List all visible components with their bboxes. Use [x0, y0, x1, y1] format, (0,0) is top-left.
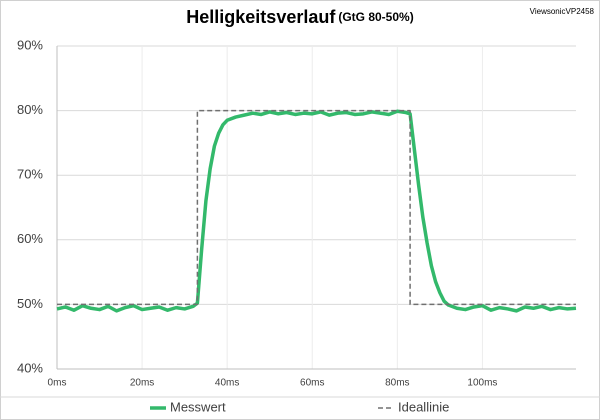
y-tick-label: 70% [17, 167, 43, 182]
x-tick-label: 60ms [300, 378, 324, 389]
y-tick-label: 90% [17, 37, 43, 52]
chart-heading: Helligkeitsverlauf (GtG 80-50%) [186, 7, 413, 27]
y-tick-label: 50% [17, 296, 43, 311]
x-tick-label: 100ms [467, 378, 497, 389]
y-tick-label: 60% [17, 231, 43, 246]
x-tick-label: 40ms [215, 378, 239, 389]
legend-label: Ideallinie [398, 399, 449, 414]
y-tick-label: 40% [17, 360, 43, 375]
chart-title: Helligkeitsverlauf [186, 7, 336, 27]
x-tick-label: 0ms [48, 378, 67, 389]
x-tick-label: 20ms [130, 378, 154, 389]
x-tick-label: 80ms [385, 378, 409, 389]
series-line [56, 109, 577, 313]
series-line [57, 109, 576, 306]
annotation: ViewsonicVP2458 [530, 7, 595, 16]
chart-subtitle: (GtG 80-50%) [338, 10, 413, 24]
legend-label: Messwert [170, 399, 226, 414]
y-tick-label: 80% [17, 102, 43, 117]
